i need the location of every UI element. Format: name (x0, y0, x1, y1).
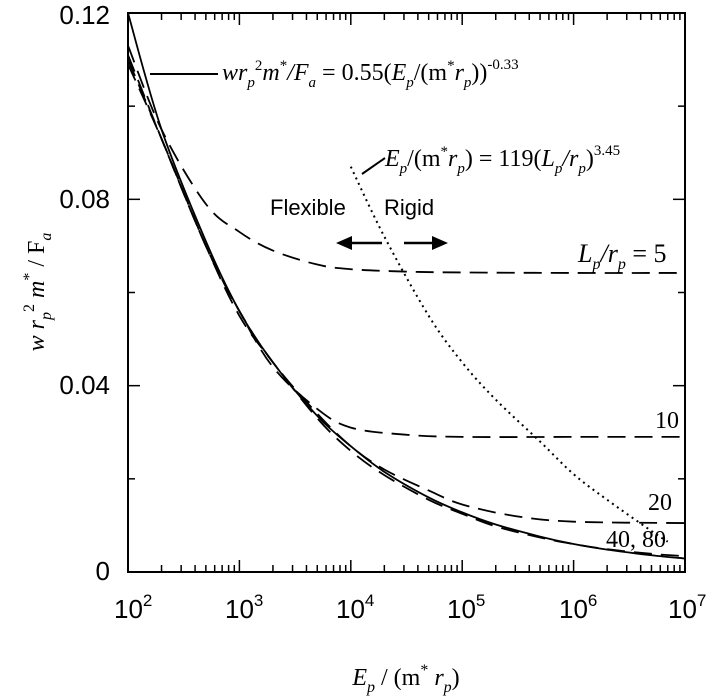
series-label-10: 10 (655, 408, 679, 434)
y-tick-label: 0 (96, 556, 110, 586)
flexible-arrow (336, 236, 382, 250)
x-tick-label: 104 (336, 591, 374, 624)
x-tick-label: 106 (559, 591, 597, 624)
x-tick-labels: 102 103 104 105 106 107 (114, 591, 706, 624)
series-layer (127, 12, 686, 560)
boundary-equation: Ep/(m*rp) = 119(Lp/rp)3.45 (384, 143, 620, 177)
rigid-label: Rigid (384, 195, 434, 220)
series-line-2 (127, 54, 685, 438)
y-tick-labels: 0 0.04 0.08 0.12 (59, 0, 110, 586)
y-tick-label: 0.08 (59, 184, 110, 214)
series-line-3 (127, 59, 686, 524)
flexible-label: Flexible (270, 195, 346, 220)
series-label-5: Lp/rp = 5 (577, 239, 666, 273)
x-tick-label: 105 (447, 591, 485, 624)
x-tick-label: 103 (225, 591, 263, 624)
x-tick-label: 107 (668, 591, 706, 624)
y-tick-label: 0.04 (59, 370, 110, 400)
fit-equation: wrp2m*/Fa = 0.55(Ep/(m*rp))-0.33 (222, 57, 519, 91)
series-line-5 (349, 166, 669, 543)
series-label-40-80: 40, 80 (606, 527, 666, 553)
series-line-1 (127, 45, 686, 274)
x-axis-label: Ep / (m* rp) (351, 662, 459, 696)
y-tick-label: 0.12 (59, 0, 110, 30)
y-axis-label: w rp2 m* / Fa (21, 233, 55, 352)
series-line-0 (127, 12, 686, 560)
boundary-equation-leader (361, 157, 386, 175)
series-label-20: 20 (648, 490, 672, 516)
series-line-4 (127, 63, 686, 558)
tick-layer (127, 12, 685, 573)
x-tick-label: 102 (114, 591, 152, 624)
rigid-arrow (404, 236, 448, 250)
